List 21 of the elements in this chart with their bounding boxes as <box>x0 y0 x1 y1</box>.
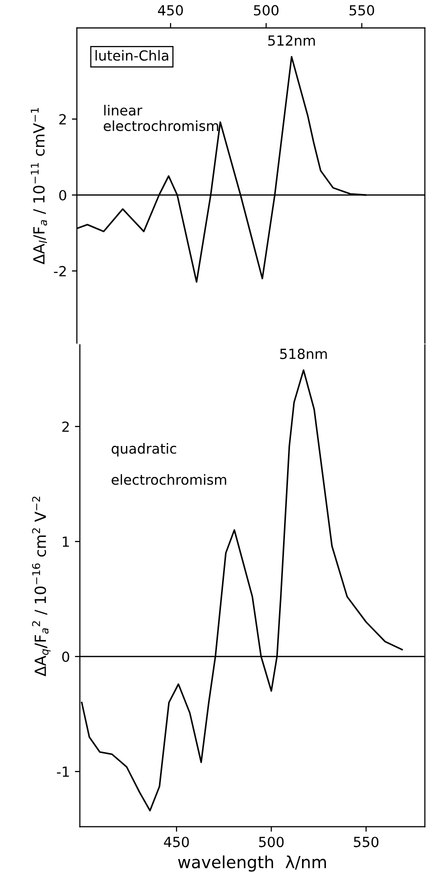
y-tick-label: 2 <box>62 421 69 432</box>
text: ΔA$_{q}$/F$_{a}$$^{2}$ / 10$^{−16}$ cm$^{2}$ V$^{−2}$ <box>32 496 51 676</box>
x-tick-label: 500 <box>259 836 284 848</box>
y-tick-label: 0 <box>59 190 66 200</box>
x-tick-label: 500 <box>254 5 278 16</box>
x-tick-label: 450 <box>164 836 189 848</box>
y-tick-label: 1 <box>62 536 69 547</box>
text: quadratic electrochromism <box>112 443 226 485</box>
annotation: linear electrochromism <box>104 104 218 132</box>
y-tick-label: 0 <box>62 651 70 662</box>
y-tick-label: 2 <box>59 114 66 124</box>
x-axis-title: wavelength λ/nm <box>178 855 326 872</box>
annotation: 512nm <box>268 35 315 46</box>
x-tick-label: 550 <box>350 5 374 16</box>
y-tick-label: -2 <box>54 266 66 276</box>
annotation: 518nm <box>280 348 327 360</box>
x-tick-label: 550 <box>354 836 378 848</box>
annotation: lutein-Chla <box>96 50 168 61</box>
x-tick-label: 450 <box>158 5 183 16</box>
y-tick-label: -1 <box>56 766 69 777</box>
y-axis-title: ΔA$_{l}$/F$_{a}$ / 10$^{−11}$ cmV$^{−1}$ <box>30 108 48 264</box>
